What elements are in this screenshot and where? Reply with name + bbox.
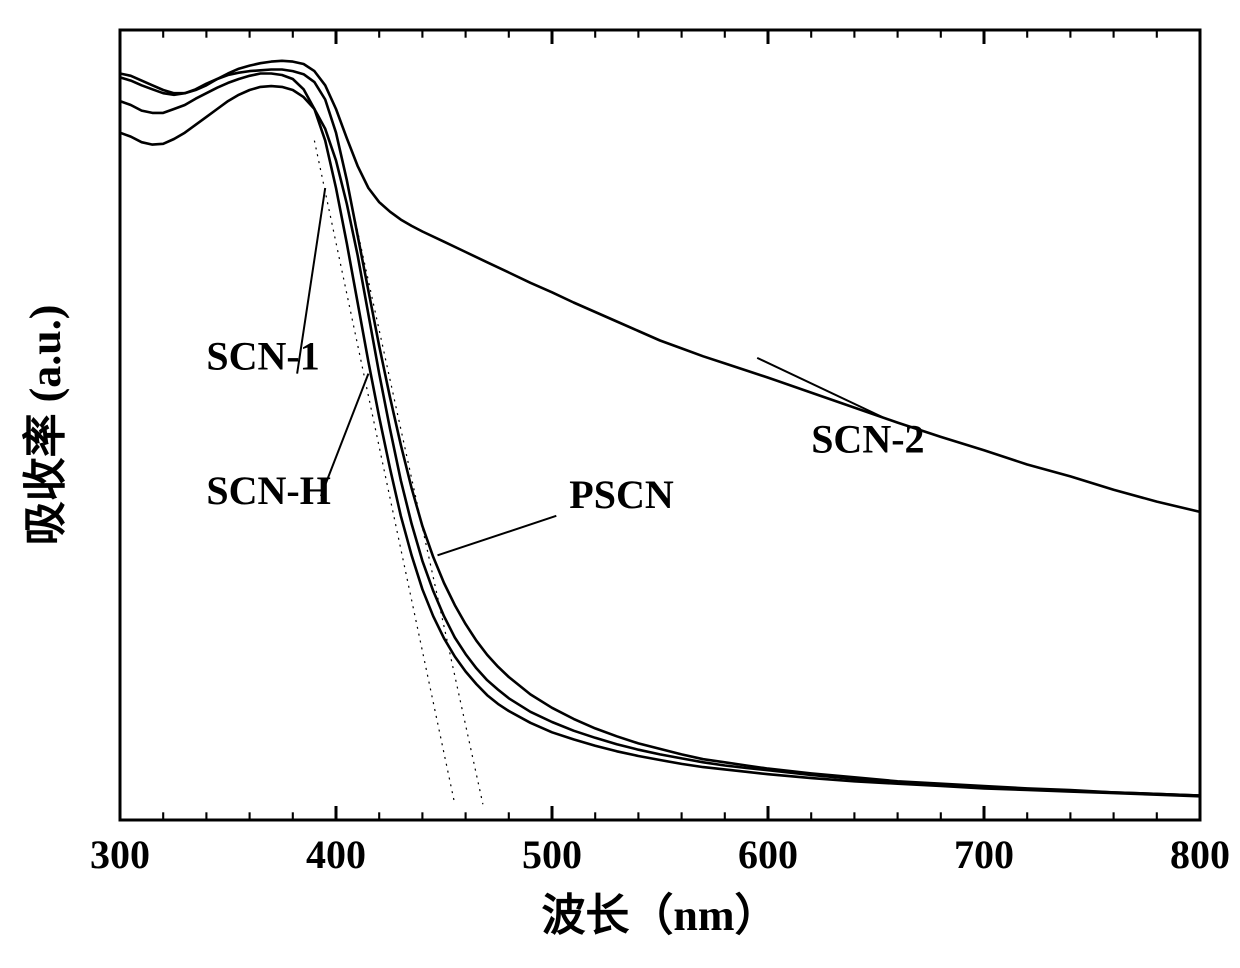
x-tick-label: 800 — [1170, 832, 1230, 877]
leader-SCN-2 — [757, 358, 882, 417]
x-tick-label: 300 — [90, 832, 150, 877]
series-PSCN — [120, 70, 1200, 796]
leader-PSCN — [438, 516, 557, 556]
x-tick-label: 700 — [954, 832, 1014, 877]
label-SCN-H: SCN-H — [206, 468, 330, 513]
label-SCN-2: SCN-2 — [811, 417, 924, 462]
label-PSCN: PSCN — [569, 472, 674, 517]
x-tick-label: 400 — [306, 832, 366, 877]
series-SCN-2 — [120, 61, 1200, 512]
y-axis-label: 吸收率 (a.u.) — [21, 305, 70, 546]
x-axis-label: 波长（nm） — [541, 891, 778, 940]
label-SCN-1: SCN-1 — [206, 334, 319, 379]
x-tick-label: 600 — [738, 832, 798, 877]
plot-frame — [120, 30, 1200, 820]
tangent-line-0 — [314, 141, 454, 805]
x-tick-label: 500 — [522, 832, 582, 877]
series-SCN-H — [120, 86, 1200, 795]
series-SCN-1 — [120, 74, 1200, 797]
chart-container: 300 400 500 600 700 800 波长（nm） 吸收率 (a.u.) SCN-1 S… — [0, 0, 1240, 968]
absorption-spectrum-chart: 300 400 500 600 700 800 波长（nm） 吸收率 (a.u.) SCN-1 S… — [0, 0, 1240, 968]
